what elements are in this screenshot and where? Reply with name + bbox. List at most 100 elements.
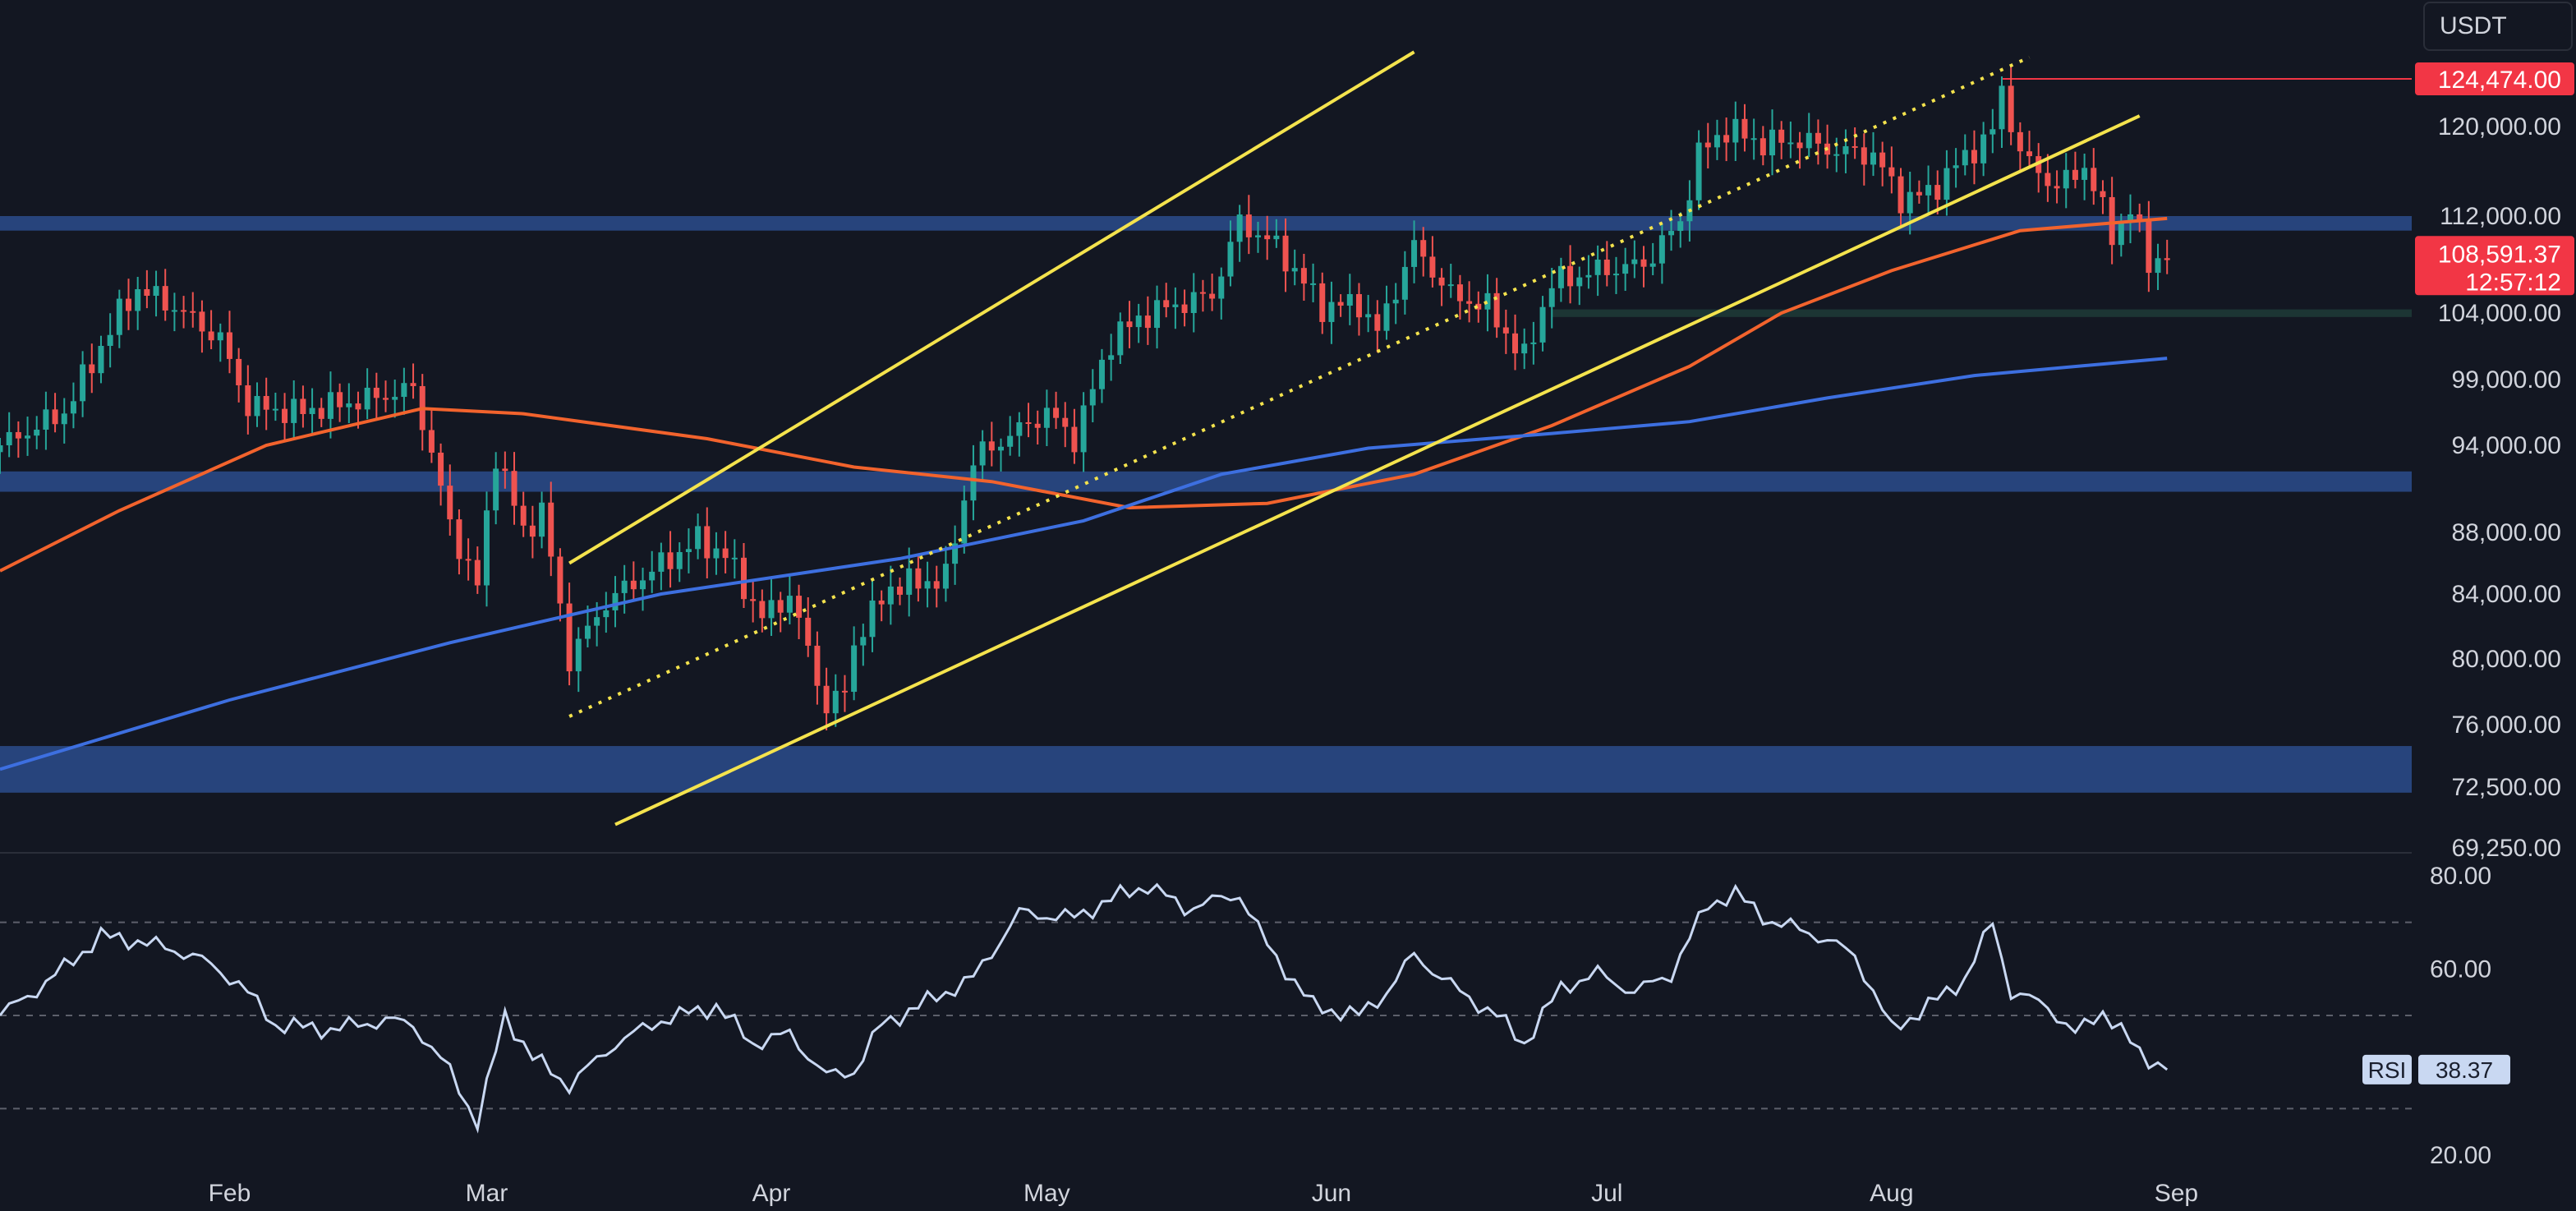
- candle-body: [1117, 321, 1124, 356]
- candle: [1658, 224, 1665, 284]
- candle-body: [1282, 235, 1289, 272]
- candle-body: [1053, 408, 1060, 418]
- candle-body: [1695, 142, 1702, 200]
- time-axis[interactable]: Feb Mar Apr May Jun Jul Aug Sep: [209, 1180, 2198, 1207]
- candle: [254, 382, 260, 427]
- candle: [428, 410, 435, 463]
- candle: [575, 627, 582, 693]
- candle: [750, 579, 757, 623]
- candle-body: [383, 398, 389, 400]
- candle-body: [1842, 145, 1849, 154]
- candle: [1126, 301, 1133, 348]
- candle: [1512, 314, 1519, 371]
- candle-body: [1098, 359, 1105, 389]
- candle-body: [1603, 259, 1610, 275]
- candle-body: [2072, 169, 2078, 180]
- candle: [263, 377, 269, 431]
- candle: [539, 491, 545, 549]
- zone-0: [0, 216, 2412, 231]
- candle-body: [98, 345, 104, 374]
- candle: [640, 567, 646, 611]
- candle-body: [1944, 168, 1950, 200]
- quote-currency-selector[interactable]: USDT: [2423, 2, 2573, 51]
- candle-body: [548, 502, 554, 557]
- candle: [630, 561, 637, 600]
- candle: [649, 550, 656, 593]
- candle-body: [768, 600, 775, 619]
- candle: [153, 270, 159, 317]
- candle-body: [621, 580, 628, 593]
- candle: [1291, 249, 1298, 286]
- candle: [1172, 287, 1179, 329]
- candle: [1585, 255, 1592, 289]
- candle-body: [924, 581, 931, 589]
- candle: [860, 624, 867, 666]
- candle: [1071, 408, 1078, 464]
- candle: [1934, 170, 1941, 214]
- candle: [135, 277, 141, 330]
- candle: [272, 392, 278, 421]
- candle: [1870, 131, 1876, 177]
- price-tick-label: 88,000.00: [2452, 519, 2561, 546]
- price-tick-label: 84,000.00: [2452, 581, 2561, 608]
- candle: [291, 380, 297, 440]
- candle: [1374, 300, 1381, 352]
- trendline-solid-2[interactable]: [614, 114, 2141, 827]
- candle: [1980, 122, 1987, 177]
- candle-body: [208, 331, 214, 341]
- candle: [1181, 289, 1188, 327]
- rsi-value-label: 38.37: [2436, 1057, 2493, 1083]
- candle: [236, 348, 242, 403]
- time-tick-label: Sep: [2155, 1180, 2198, 1207]
- candle: [1677, 212, 1684, 248]
- candle-body: [1199, 292, 1206, 294]
- candle-body: [2146, 220, 2152, 274]
- candle: [1806, 113, 1812, 157]
- candle: [1383, 285, 1390, 340]
- candle-body: [474, 559, 481, 586]
- candle-body: [1190, 292, 1197, 313]
- candle-body: [282, 408, 288, 423]
- candle-body: [823, 685, 830, 714]
- candle: [961, 486, 968, 554]
- candle: [483, 491, 490, 607]
- candle-body: [1401, 266, 1408, 300]
- candle-body: [61, 413, 67, 425]
- candle-body: [2054, 186, 2060, 189]
- price-axis[interactable]: 120,000.00 112,000.00 104,000.00 99,000.00 9…: [2438, 113, 2561, 862]
- candle-body: [1741, 118, 1748, 139]
- candle-body: [713, 548, 720, 559]
- candle: [1539, 296, 1546, 352]
- candle-body: [1907, 191, 1913, 214]
- candle: [2164, 239, 2170, 274]
- candle: [34, 416, 40, 449]
- price-tick-label: 94,000.00: [2452, 432, 2561, 459]
- trendline-solid-0[interactable]: [568, 50, 1415, 565]
- candle: [245, 365, 251, 435]
- candle-body: [337, 392, 343, 408]
- candle: [1796, 131, 1803, 169]
- candle: [1300, 253, 1307, 301]
- candle-body: [557, 556, 564, 604]
- candle-body: [1980, 134, 1987, 163]
- candle-body: [456, 519, 462, 559]
- candle-body: [2118, 221, 2124, 246]
- rsi-name-label: RSI: [2368, 1057, 2407, 1083]
- candle: [1548, 267, 1555, 329]
- candle-body: [43, 409, 49, 430]
- candle: [1769, 109, 1776, 176]
- candle-body: [1539, 306, 1546, 343]
- candle-body: [52, 409, 58, 425]
- candle-body: [1714, 135, 1720, 148]
- candle-body: [2127, 214, 2133, 222]
- candle-body: [805, 617, 812, 646]
- candle-body: [1732, 118, 1739, 143]
- candle: [1741, 104, 1748, 152]
- candle: [1007, 416, 1014, 456]
- candle: [952, 525, 959, 585]
- candle: [208, 310, 214, 350]
- trendline-dotted-1[interactable]: [568, 55, 2031, 718]
- candle: [1135, 303, 1142, 343]
- candle-body: [318, 408, 324, 419]
